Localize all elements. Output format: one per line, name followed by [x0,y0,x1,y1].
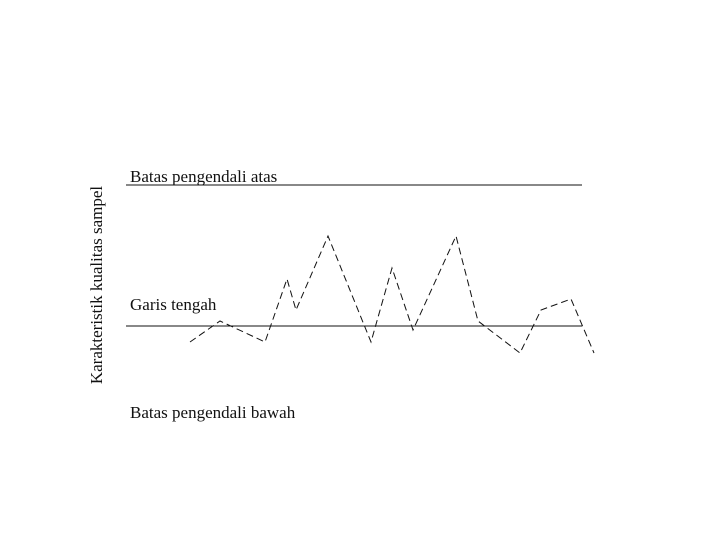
center-line-label: Garis tengah [130,295,217,314]
upper-limit-label: Batas pengendali atas [130,167,277,186]
sample-line [189,234,595,354]
lower-limit-label: Batas pengendali bawah [130,403,296,422]
y-axis-label: Karakteristik kualitas sampel [87,186,106,385]
